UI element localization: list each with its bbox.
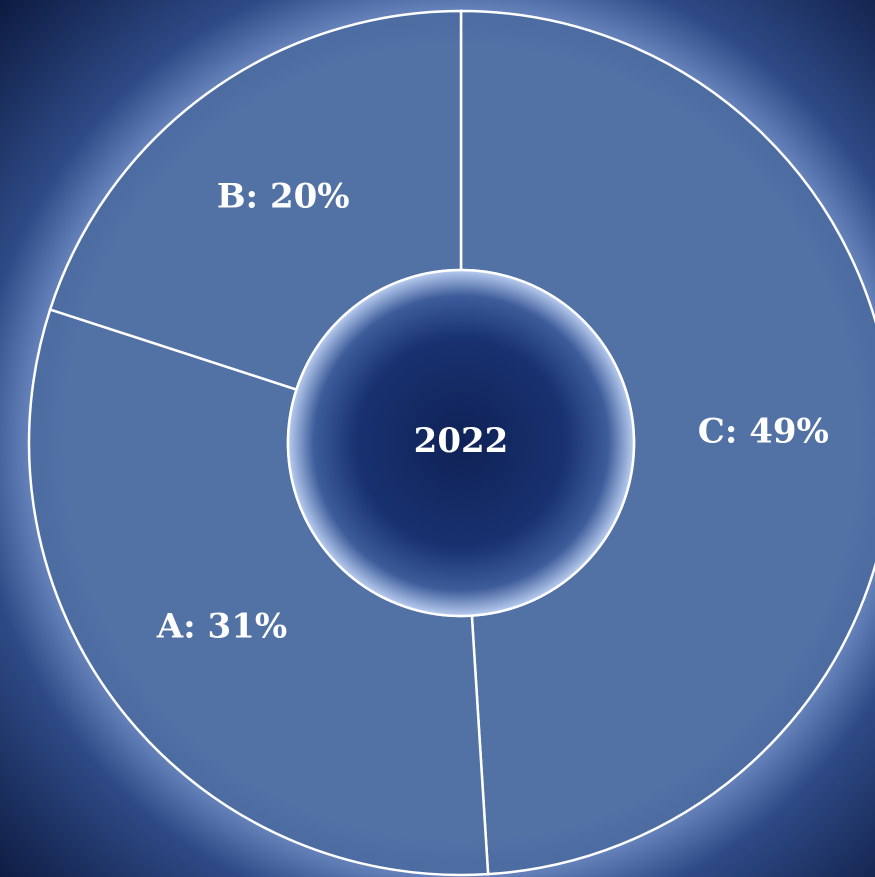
slices — [27, 9, 875, 877]
slice-label: B: 20% — [217, 176, 350, 216]
center-label: 2022 — [414, 421, 509, 461]
slice-label: C: 49% — [698, 411, 829, 451]
donut-hole — [286, 268, 636, 618]
slice-label: A: 31% — [156, 606, 287, 646]
